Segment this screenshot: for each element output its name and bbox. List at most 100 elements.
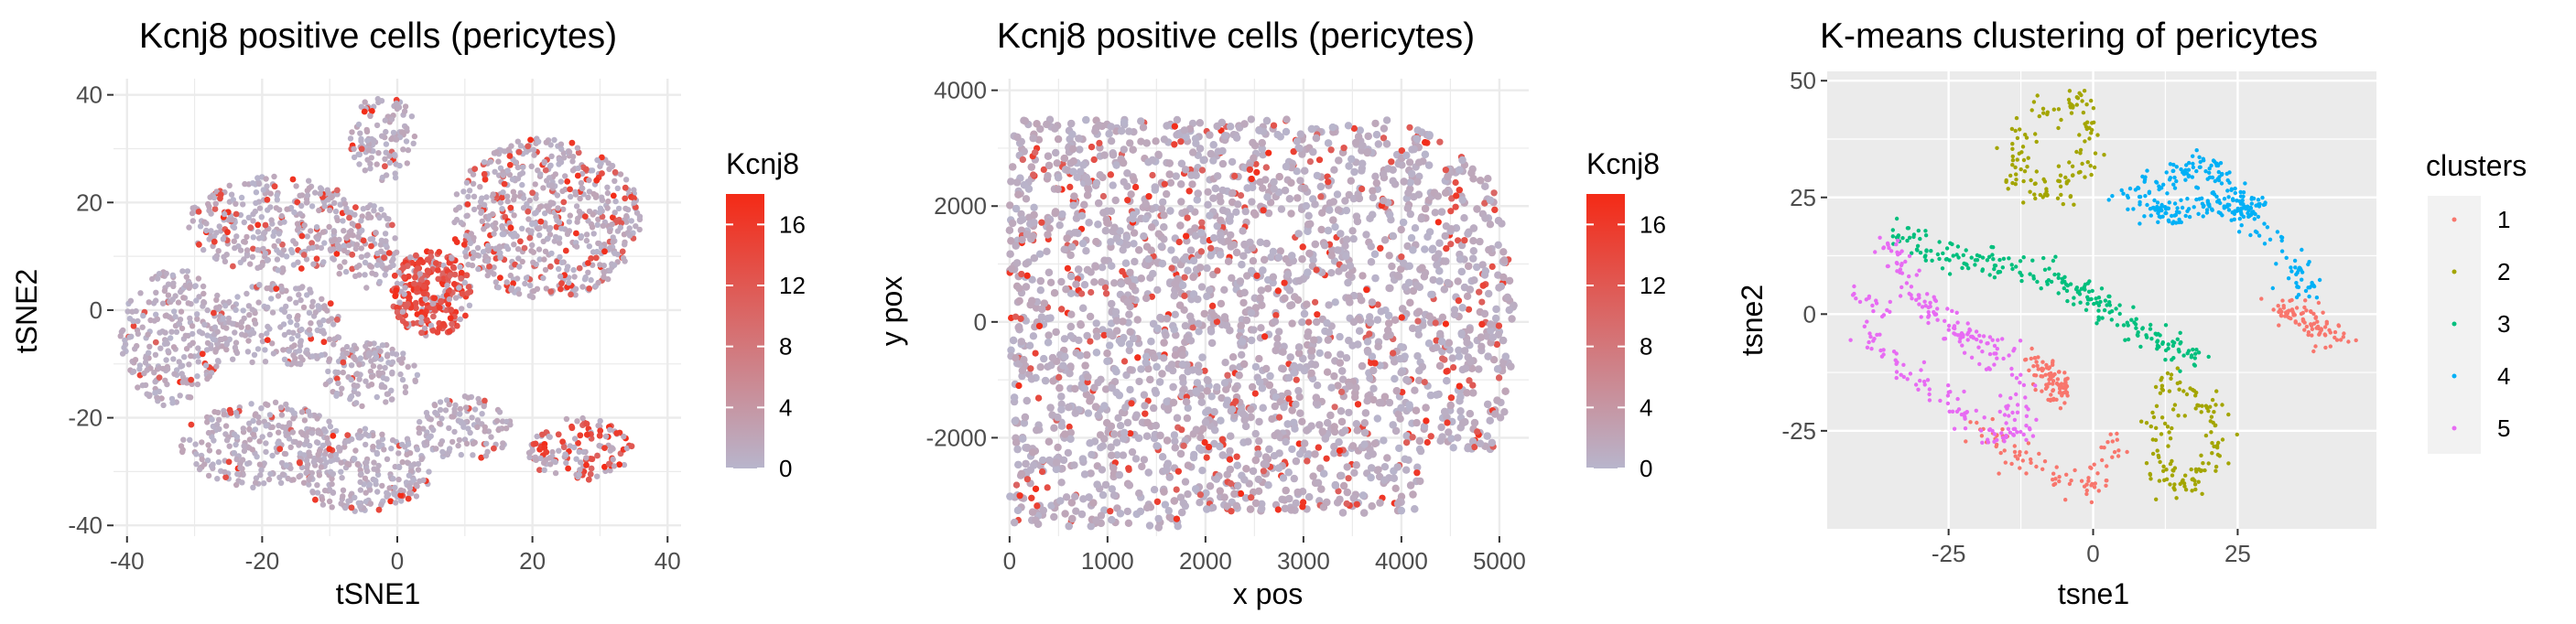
- data-point: [276, 446, 284, 453]
- data-point: [384, 376, 390, 382]
- data-point: [462, 232, 470, 239]
- data-point: [1167, 246, 1175, 254]
- data-point: [1209, 156, 1218, 165]
- data-point: [1178, 373, 1187, 382]
- data-point: [392, 170, 398, 177]
- data-point: [393, 287, 400, 294]
- data-point: [1478, 298, 1486, 306]
- data-point: [1022, 195, 1031, 203]
- data-point: [566, 228, 573, 234]
- data-point: [481, 403, 487, 410]
- data-point: [337, 264, 343, 270]
- data-point: [1173, 486, 1180, 493]
- data-point: [370, 432, 376, 439]
- data-point: [1075, 336, 1083, 345]
- data-point: [1450, 364, 1457, 371]
- data-point: [295, 313, 301, 319]
- data-point: [363, 490, 369, 496]
- data-point: [1333, 190, 1342, 199]
- data-point: [281, 356, 288, 362]
- data-point: [367, 113, 373, 119]
- data-point: [532, 181, 538, 188]
- data-point: [204, 419, 211, 425]
- data-point: [410, 140, 417, 146]
- data-point: [406, 483, 413, 490]
- data-point: [1457, 329, 1466, 338]
- data-point: [560, 199, 568, 206]
- data-point: [497, 244, 503, 251]
- data-point: [130, 368, 137, 375]
- data-point: [506, 161, 514, 168]
- data-point: [233, 456, 240, 463]
- data-point: [1255, 436, 1263, 446]
- data-point: [495, 158, 502, 165]
- data-point: [238, 318, 245, 326]
- data-point: [294, 322, 300, 328]
- data-point: [187, 342, 193, 349]
- data-point: [270, 350, 277, 357]
- data-point: [536, 246, 543, 253]
- x-tick-label: 4000: [1375, 547, 1428, 575]
- data-point: [522, 280, 528, 287]
- data-point: [383, 399, 389, 405]
- data-point: [534, 433, 540, 440]
- data-point: [298, 285, 305, 291]
- data-point: [379, 342, 386, 349]
- data-point: [567, 186, 573, 193]
- data-point: [297, 210, 304, 217]
- data-point: [304, 233, 310, 240]
- data-point: [392, 484, 398, 491]
- data-point: [589, 167, 596, 174]
- data-point: [297, 192, 303, 199]
- data-point: [622, 177, 630, 183]
- data-point: [347, 135, 354, 142]
- data-point: [211, 238, 218, 245]
- data-point: [1218, 159, 1228, 168]
- data-point: [395, 313, 403, 320]
- data-point: [341, 200, 349, 207]
- data-point: [568, 425, 576, 432]
- data-point: [326, 223, 332, 231]
- data-point: [583, 420, 590, 427]
- data-point: [478, 210, 484, 216]
- data-point: [187, 282, 193, 289]
- data-point: [226, 298, 233, 306]
- data-point: [390, 256, 396, 263]
- data-point: [337, 446, 343, 452]
- data-point: [378, 237, 385, 243]
- data-point: [186, 361, 192, 368]
- data-point: [528, 163, 535, 169]
- data-point: [298, 296, 304, 304]
- data-point: [287, 296, 293, 302]
- data-point: [289, 429, 297, 436]
- data-point: [392, 500, 399, 506]
- data-point: [438, 297, 444, 305]
- data-point: [1142, 503, 1152, 512]
- data-point: [160, 402, 167, 409]
- data-point: [1369, 384, 1378, 393]
- x-tick-label: 5000: [1473, 547, 1526, 575]
- data-point: [297, 360, 303, 367]
- data-point: [534, 285, 541, 292]
- data-point: [1470, 276, 1478, 285]
- data-point: [369, 108, 375, 114]
- data-point: [358, 253, 365, 260]
- data-point: [435, 275, 442, 283]
- data-point: [239, 479, 245, 486]
- data-point: [537, 171, 544, 178]
- data-point: [156, 271, 163, 277]
- data-point: [213, 363, 220, 370]
- data-point: [414, 446, 420, 453]
- data-point: [362, 99, 368, 105]
- data-point: [585, 476, 592, 483]
- data-point: [258, 405, 265, 412]
- data-point: [470, 180, 477, 187]
- data-point: [1066, 183, 1074, 190]
- data-point: [530, 249, 536, 255]
- panel-2-title: Kcnj8 positive cells (pericytes): [997, 16, 1475, 56]
- data-point: [452, 295, 460, 301]
- data-point: [383, 141, 390, 147]
- data-point: [452, 402, 459, 408]
- data-point: [354, 382, 361, 389]
- data-point: [246, 425, 253, 433]
